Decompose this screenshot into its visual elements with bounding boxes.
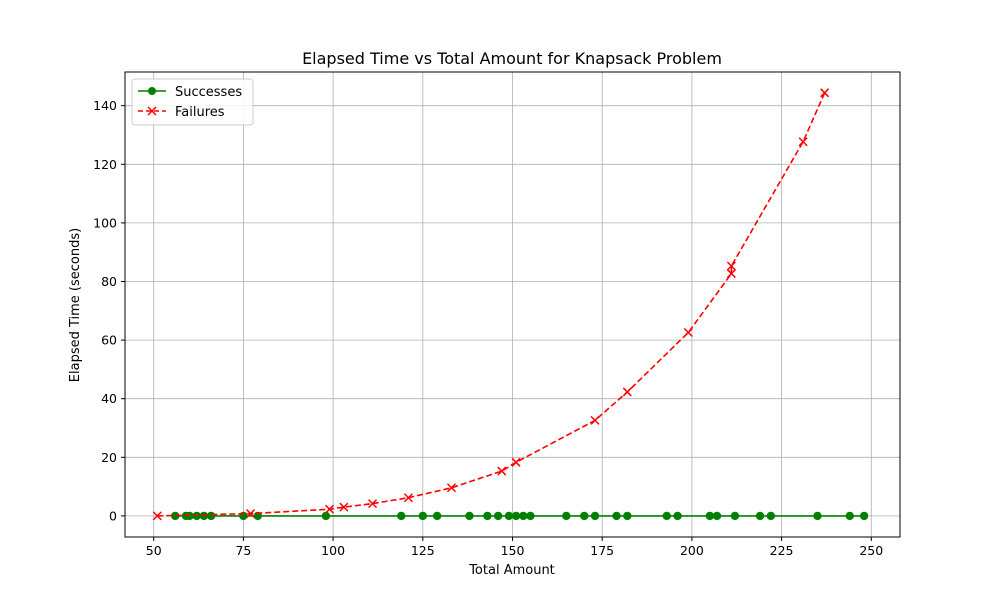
- data-point-failures: [726, 261, 736, 271]
- data-point-successes: [730, 511, 740, 521]
- data-point-successes: [519, 511, 528, 521]
- data-point-successes: [493, 511, 503, 521]
- data-point-successes: [580, 511, 589, 521]
- data-point-successes: [432, 511, 442, 521]
- data-point-failures: [622, 387, 632, 397]
- data-point-successes: [321, 511, 331, 521]
- data-point-successes: [590, 511, 600, 521]
- data-point-successes: [562, 511, 571, 521]
- data-point-failures: [820, 88, 830, 98]
- data-point-failures: [403, 493, 413, 503]
- data-point-successes: [504, 511, 514, 521]
- x-tick-label: 225: [770, 543, 794, 558]
- y-tick-label: 80: [101, 274, 117, 289]
- series-line-failures: [157, 92, 826, 517]
- data-point-failures: [446, 483, 457, 493]
- data-point-successes: [705, 511, 715, 521]
- series-layer: [152, 88, 869, 521]
- data-point-successes: [171, 511, 180, 521]
- data-point-successes: [766, 511, 776, 521]
- x-tick-label: 200: [680, 543, 704, 558]
- data-point-failures: [152, 511, 162, 521]
- y-tick-label: 100: [93, 215, 117, 230]
- data-point-successes: [612, 511, 621, 521]
- legend: Successes Failures: [131, 78, 254, 126]
- data-point-successes: [199, 511, 209, 521]
- data-point-failures: [590, 415, 600, 425]
- data-point-successes: [813, 511, 822, 521]
- legend-successes-marker: [148, 87, 156, 95]
- data-point-failures: [798, 137, 808, 147]
- x-tick-label: 100: [321, 543, 345, 558]
- data-point-failures: [511, 457, 521, 467]
- legend-successes-label: Successes: [175, 85, 242, 100]
- y-tick-label: 20: [101, 450, 117, 465]
- data-point-successes: [526, 511, 535, 521]
- y-tick-label: 140: [93, 98, 117, 113]
- data-point-successes: [418, 511, 428, 521]
- data-point-successes: [845, 511, 854, 521]
- data-point-failures: [368, 499, 378, 509]
- x-tick-label: 175: [590, 543, 614, 558]
- legend-failures-label: Failures: [175, 105, 225, 120]
- y-tick-label: 60: [101, 333, 117, 348]
- data-point-successes: [511, 511, 521, 521]
- data-point-successes: [192, 511, 201, 521]
- data-point-successes: [859, 511, 869, 521]
- axis-ticks: 50 75 100 125 150 175 200 225 250 0 20 40 60 80 100 120…: [93, 98, 883, 558]
- y-tick-label: 120: [93, 157, 117, 172]
- data-point-successes: [662, 511, 671, 521]
- x-axis-label: Total Amount: [468, 563, 555, 578]
- x-tick-label: 250: [859, 543, 883, 558]
- y-tick-label: 0: [109, 508, 117, 523]
- legend-failures-marker: [147, 106, 157, 116]
- data-point-successes: [483, 511, 492, 521]
- data-point-successes: [623, 511, 632, 521]
- x-tick-label: 50: [146, 543, 162, 558]
- data-point-failures: [324, 504, 335, 514]
- data-point-failures: [726, 269, 736, 279]
- x-tick-label: 125: [411, 543, 435, 558]
- x-tick-label: 75: [235, 543, 251, 558]
- data-point-failures: [246, 509, 256, 519]
- y-axis-label: Elapsed Time (seconds): [68, 228, 83, 382]
- data-point-successes: [712, 511, 722, 521]
- x-tick-label: 150: [501, 543, 525, 558]
- data-point-failures: [497, 466, 507, 476]
- data-point-successes: [206, 511, 216, 521]
- data-point-successes: [397, 511, 406, 521]
- chart-title: Elapsed Time vs Total Amount for Knapsac…: [302, 49, 722, 68]
- data-point-successes: [239, 511, 248, 521]
- data-point-successes: [465, 511, 474, 521]
- data-point-successes: [755, 511, 765, 521]
- y-tick-label: 40: [101, 391, 117, 406]
- data-point-failures: [339, 502, 349, 512]
- data-point-failures: [683, 327, 693, 338]
- series-failures: [152, 88, 830, 521]
- data-point-successes: [673, 511, 682, 521]
